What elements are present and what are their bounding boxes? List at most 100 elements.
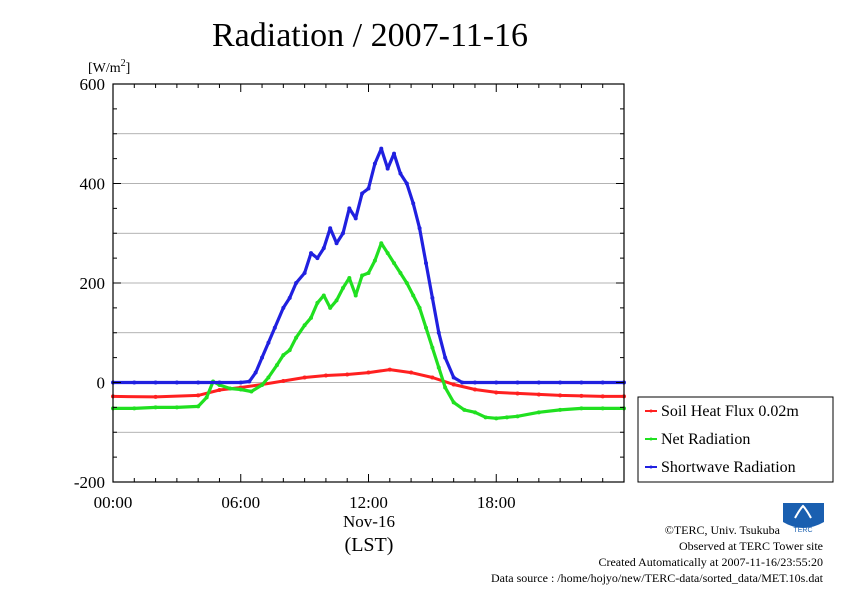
data-point	[353, 293, 358, 298]
data-point	[287, 348, 292, 353]
data-point	[302, 323, 307, 328]
data-point	[411, 201, 416, 206]
data-point	[472, 410, 477, 415]
data-point	[385, 166, 390, 171]
credit-source: Data source : /home/hojyo/new/TERC-data/…	[491, 571, 824, 585]
data-point	[600, 380, 605, 385]
data-point	[392, 151, 397, 156]
chart-title: Radiation / 2007-11-16	[212, 17, 528, 54]
y-tick-label: 400	[80, 175, 106, 194]
data-point	[536, 380, 541, 385]
data-point	[132, 380, 137, 385]
data-point	[249, 389, 254, 394]
data-point	[558, 380, 563, 385]
data-point	[323, 373, 328, 378]
data-point	[302, 271, 307, 276]
data-point	[272, 325, 277, 330]
legend-swatch-marker	[649, 437, 653, 441]
x-axis-date-label: Nov-16	[343, 512, 395, 531]
data-point	[174, 380, 179, 385]
data-point	[347, 206, 352, 211]
data-point	[281, 353, 286, 358]
data-point	[196, 380, 201, 385]
data-point	[153, 405, 158, 410]
data-point	[274, 363, 279, 368]
data-point	[379, 241, 384, 246]
data-point	[515, 380, 520, 385]
data-point	[494, 380, 499, 385]
data-point	[385, 251, 390, 256]
data-point	[398, 171, 403, 176]
data-point	[387, 367, 392, 372]
terc-logo-text: TERC	[793, 527, 812, 534]
data-point	[430, 345, 435, 350]
credit-created: Created Automatically at 2007-11-16/23:5…	[598, 555, 823, 569]
data-point	[558, 393, 563, 398]
data-point	[398, 271, 403, 276]
series-layer	[111, 146, 627, 421]
data-point	[558, 407, 563, 412]
x-tick-label: 12:00	[349, 493, 388, 512]
y-tick-label: 600	[80, 75, 106, 94]
terc-logo: TERC	[783, 503, 824, 534]
data-point	[281, 305, 286, 310]
legend-label: Net Radiation	[661, 431, 750, 448]
data-point	[451, 400, 456, 405]
data-point	[217, 380, 222, 385]
data-point	[411, 293, 416, 298]
data-point	[472, 387, 477, 392]
data-point	[334, 298, 339, 303]
data-point	[345, 372, 350, 377]
data-point	[309, 315, 314, 320]
data-point	[366, 370, 371, 375]
y-unit-close: ]	[126, 61, 131, 76]
legend-label: Soil Heat Flux 0.02m	[661, 403, 799, 420]
data-point	[409, 370, 414, 375]
data-point	[483, 415, 488, 420]
data-point	[196, 404, 201, 409]
data-point	[281, 379, 286, 384]
data-point	[494, 390, 499, 395]
terc-logo-tree-icon	[794, 504, 812, 519]
data-point	[600, 394, 605, 399]
data-point	[153, 380, 158, 385]
y-ticks: -200 0 200 400 600	[74, 75, 624, 492]
terc-logo-icon	[783, 503, 824, 528]
data-point	[328, 305, 333, 310]
data-point	[260, 382, 265, 387]
data-point	[360, 191, 365, 196]
legend-swatch-marker	[649, 465, 653, 469]
data-point	[315, 300, 320, 305]
data-point	[460, 380, 465, 385]
legend-box	[637, 396, 834, 483]
data-point	[238, 387, 243, 392]
data-point	[423, 325, 428, 330]
series-points-2	[111, 146, 627, 385]
data-point	[174, 405, 179, 410]
data-point	[600, 406, 605, 411]
data-point	[238, 380, 243, 385]
data-point	[315, 256, 320, 261]
data-point	[515, 391, 520, 396]
data-point	[579, 393, 584, 398]
data-point	[436, 365, 441, 370]
credit-observed: Observed at TERC Tower site	[679, 539, 823, 553]
y-tick-label: 200	[80, 274, 106, 293]
data-point	[443, 355, 448, 360]
data-point	[309, 251, 314, 256]
data-point	[366, 271, 371, 276]
data-point	[366, 186, 371, 191]
data-point	[417, 305, 422, 310]
data-point	[340, 231, 345, 236]
credit-copyright: ©TERC, Univ. Tsukuba	[665, 523, 781, 537]
data-point	[423, 261, 428, 266]
data-point	[462, 407, 467, 412]
data-point	[536, 410, 541, 415]
y-unit-superscript: 2	[121, 58, 126, 69]
data-point	[217, 387, 222, 392]
data-point	[266, 375, 271, 380]
data-point	[436, 330, 441, 335]
data-point	[321, 246, 326, 251]
data-point	[515, 414, 520, 419]
data-point	[287, 295, 292, 300]
